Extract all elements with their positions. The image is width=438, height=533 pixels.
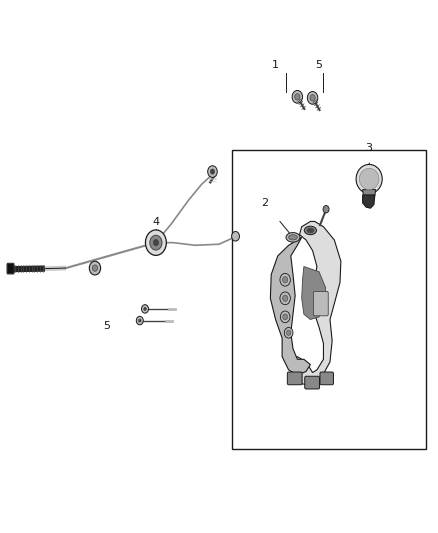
- Circle shape: [153, 239, 159, 246]
- Circle shape: [208, 166, 217, 177]
- FancyBboxPatch shape: [7, 263, 14, 274]
- Polygon shape: [363, 190, 376, 196]
- Circle shape: [307, 92, 318, 104]
- Ellipse shape: [359, 168, 379, 190]
- Text: 4: 4: [152, 217, 159, 227]
- Circle shape: [210, 169, 215, 174]
- Circle shape: [89, 261, 101, 275]
- Circle shape: [280, 292, 290, 305]
- FancyBboxPatch shape: [305, 376, 320, 389]
- Circle shape: [286, 330, 291, 335]
- Circle shape: [323, 206, 329, 213]
- Circle shape: [280, 311, 290, 322]
- Circle shape: [310, 95, 315, 101]
- Polygon shape: [270, 237, 311, 375]
- Text: 3: 3: [366, 142, 373, 152]
- Circle shape: [283, 277, 288, 283]
- FancyBboxPatch shape: [287, 372, 302, 385]
- Polygon shape: [302, 266, 325, 319]
- Ellipse shape: [307, 228, 314, 233]
- Bar: [232, 150, 426, 449]
- Text: 2: 2: [261, 198, 268, 208]
- Circle shape: [145, 230, 166, 255]
- Circle shape: [292, 91, 303, 103]
- Ellipse shape: [304, 226, 317, 235]
- Text: 5: 5: [103, 321, 110, 331]
- Polygon shape: [291, 221, 341, 386]
- Text: 1: 1: [272, 60, 279, 70]
- Ellipse shape: [289, 235, 297, 240]
- Circle shape: [141, 305, 148, 313]
- Ellipse shape: [286, 232, 300, 242]
- Circle shape: [92, 265, 98, 271]
- FancyBboxPatch shape: [320, 372, 333, 385]
- FancyBboxPatch shape: [314, 292, 328, 316]
- Circle shape: [283, 295, 288, 302]
- Circle shape: [295, 94, 300, 100]
- Circle shape: [284, 327, 293, 338]
- Circle shape: [138, 319, 141, 322]
- Circle shape: [280, 273, 290, 286]
- Ellipse shape: [356, 165, 382, 193]
- Circle shape: [136, 317, 143, 325]
- Circle shape: [232, 231, 240, 241]
- Circle shape: [150, 235, 162, 250]
- Polygon shape: [363, 195, 375, 208]
- Circle shape: [144, 308, 146, 311]
- Circle shape: [283, 314, 288, 320]
- Text: 5: 5: [316, 60, 323, 70]
